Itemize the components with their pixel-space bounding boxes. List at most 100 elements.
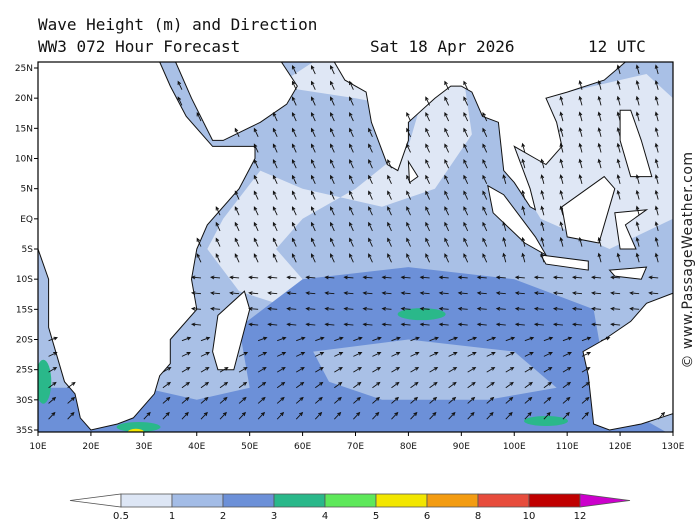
wave-arrow	[48, 411, 56, 420]
wave-arrow	[400, 306, 411, 311]
wave-arrow	[372, 366, 382, 373]
wave-arrow	[578, 174, 583, 184]
wave-arrow	[272, 221, 278, 232]
wave-arrow	[324, 322, 335, 327]
wave-arrow	[200, 352, 211, 357]
wave-arrow	[635, 189, 640, 200]
wave-arrow	[272, 111, 278, 122]
wave-arrow	[349, 221, 354, 232]
colorbar-segment	[273, 493, 326, 508]
wave-arrow	[48, 366, 58, 373]
wave-arrow	[425, 237, 430, 247]
wave-arrow	[48, 396, 57, 404]
wave-arrow	[286, 291, 297, 296]
wave-arrow	[482, 206, 488, 216]
wave-arrow	[310, 206, 316, 216]
wave-arrow	[305, 291, 316, 296]
wave-arrow	[457, 291, 468, 296]
wave-arrow	[349, 206, 354, 216]
wave-arrow	[310, 237, 316, 247]
wave-arrow	[272, 143, 278, 153]
wave-arrow	[559, 111, 564, 122]
wave-arrow	[330, 174, 335, 185]
wave-arrow	[616, 80, 621, 90]
wave-arrow	[406, 111, 411, 122]
wave-arrow	[200, 366, 210, 373]
land	[672, 224, 673, 228]
wave-arrow	[562, 411, 570, 420]
wave-arrow	[343, 306, 354, 311]
wave-arrow	[295, 381, 305, 389]
wave-arrow	[296, 352, 306, 357]
wave-arrow	[353, 352, 363, 357]
wave-arrow	[362, 275, 373, 280]
wave-arrow	[253, 190, 259, 200]
wave-arrow	[514, 322, 525, 327]
wave-arrow	[654, 174, 659, 184]
wave-arrow	[654, 158, 659, 169]
lat-label: 10N	[15, 155, 33, 165]
wave-arrow	[654, 142, 659, 153]
wave-arrow	[463, 127, 469, 137]
wave-arrow	[219, 396, 228, 404]
wave-arrow	[310, 127, 316, 137]
wave-arrow	[635, 252, 640, 263]
forecast-time: 12 UTC	[588, 37, 646, 56]
wave-arrow	[429, 336, 439, 342]
wave-arrow	[267, 291, 278, 296]
wave-arrow	[253, 221, 259, 232]
wave-arrow	[514, 306, 525, 311]
wave-arrow	[229, 275, 240, 280]
wave-arrow	[502, 252, 507, 263]
wave-arrow	[310, 80, 316, 90]
land	[619, 109, 653, 178]
wave-arrow	[463, 143, 469, 153]
land	[539, 254, 589, 271]
wave-arrow	[353, 366, 363, 373]
wave-arrow	[610, 306, 621, 311]
wave-arrow	[162, 366, 172, 373]
colorbar-label: 8	[475, 511, 481, 522]
wave-arrow	[349, 174, 354, 185]
wave-arrow	[540, 205, 545, 216]
wave-arrow	[559, 95, 564, 106]
wave-arrow	[616, 64, 621, 75]
wave-arrow	[521, 142, 526, 153]
wave-arrow	[578, 95, 583, 106]
wave-arrow	[654, 236, 659, 247]
wave-arrow	[387, 221, 392, 232]
wave-arrow	[381, 322, 392, 327]
wave-arrow	[219, 411, 227, 420]
wave-arrow	[368, 221, 373, 232]
wave-arrow	[654, 111, 659, 122]
wave-arrow	[495, 275, 506, 280]
wave-arrow	[272, 174, 278, 185]
wave-arrow	[540, 174, 545, 184]
wave-arrow	[657, 411, 666, 420]
wave-arrow	[372, 336, 382, 342]
wave-arrow	[444, 206, 450, 216]
lon-label: 100E	[503, 442, 526, 452]
colorbar-segment	[477, 493, 530, 508]
wave-arrow	[276, 366, 286, 373]
wave-arrow	[349, 190, 354, 200]
lon-label: 20E	[82, 442, 99, 452]
wave-arrow	[248, 291, 259, 296]
wave-arrow	[400, 275, 411, 280]
wave-arrow	[391, 411, 399, 420]
calm-sea	[207, 62, 472, 304]
lon-label: 40E	[188, 442, 205, 452]
wave-arrow	[448, 411, 456, 420]
wave-arrow	[315, 366, 324, 373]
wave-arrow	[330, 80, 335, 90]
wave-arrow	[505, 352, 515, 357]
wave-arrow	[591, 291, 602, 296]
wave-arrow	[463, 159, 469, 169]
wave-arrow	[486, 352, 496, 357]
wave-arrow	[238, 411, 247, 420]
wave-arrow	[635, 95, 640, 106]
wave-arrow	[162, 396, 171, 404]
wave-arrow	[425, 143, 430, 153]
wave-arrow	[463, 80, 469, 90]
wave-arrow	[648, 291, 659, 296]
